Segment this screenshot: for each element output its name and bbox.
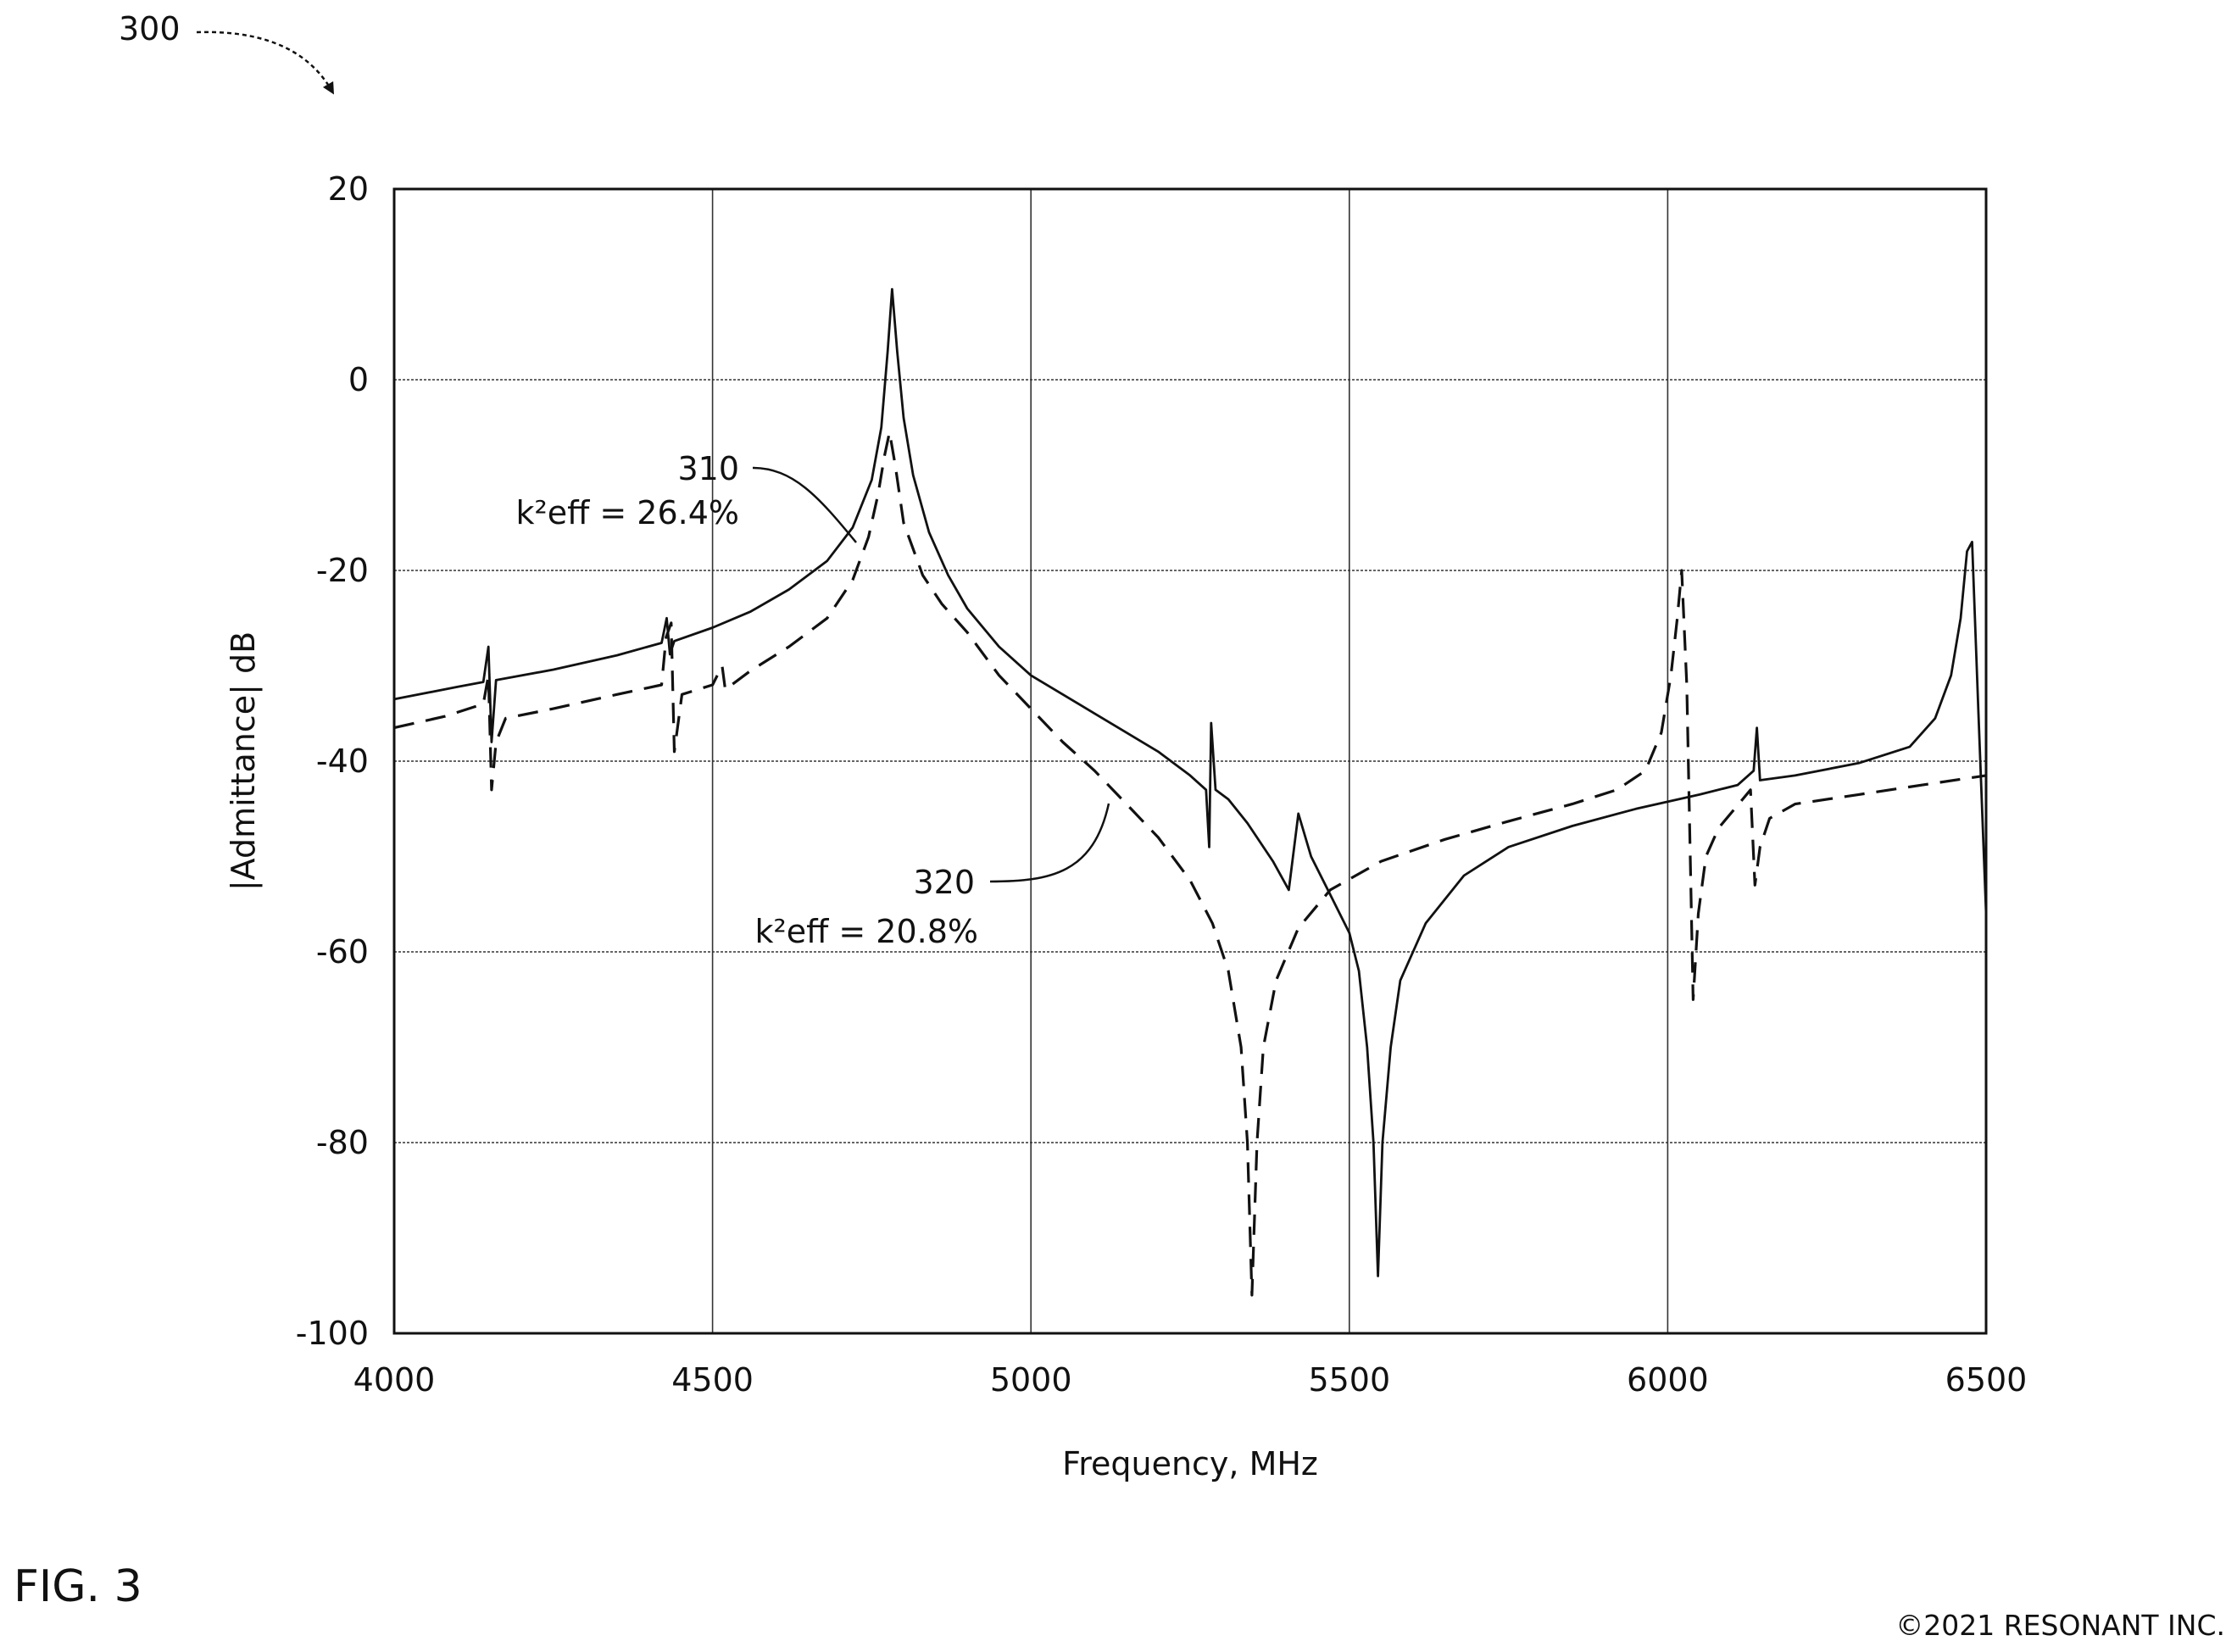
y-tick-label: -20 [316, 552, 369, 589]
grid [394, 189, 1986, 1333]
y-tick-label: -40 [316, 743, 369, 780]
series-310-label: 310 [677, 450, 739, 487]
y-tick-label: -100 [296, 1315, 369, 1352]
figure-label: FIG. 3 [14, 1561, 142, 1612]
series-310-keff: k²eff = 26.4% [515, 494, 739, 531]
figure-reference: 300 [119, 10, 181, 47]
y-tick-label: -80 [316, 1124, 369, 1161]
x-tick-label: 6000 [1627, 1361, 1709, 1399]
series-line-320 [393, 431, 1987, 1297]
x-tick-label: 4500 [671, 1361, 754, 1399]
series [393, 287, 1988, 1297]
series-line-310 [393, 287, 1988, 1277]
y-tick-label: 20 [328, 170, 369, 208]
figure-reference-arrow [196, 31, 334, 95]
x-tick-label: 6500 [1945, 1361, 2028, 1399]
y-axis-label: |Admittance| dB [225, 631, 263, 891]
x-tick-label: 4000 [353, 1361, 436, 1399]
x-tick-label: 5000 [990, 1361, 1072, 1399]
x-tick-label: 5500 [1308, 1361, 1390, 1399]
series-310-leader [752, 466, 857, 543]
y-tick-label: 0 [348, 361, 369, 398]
x-axis-label: Frequency, MHz [1062, 1445, 1318, 1482]
copyright-notice: ©2021 RESONANT INC. [1895, 1609, 2225, 1642]
series-320-leader [989, 803, 1110, 883]
series-310-annotation: 310 k²eff = 26.4% [515, 450, 857, 543]
tick-labels: 4000 4500 5000 5500 6000 6500 20 0 -20 -40 -60 -80 -… [296, 170, 2028, 1399]
series-320-keff: k²eff = 20.8% [754, 913, 978, 950]
series-320-annotation: 320 k²eff = 20.8% [754, 803, 1110, 950]
plot-frame [392, 187, 1988, 1335]
y-tick-label: -60 [316, 933, 369, 971]
series-320-label: 320 [913, 864, 975, 901]
